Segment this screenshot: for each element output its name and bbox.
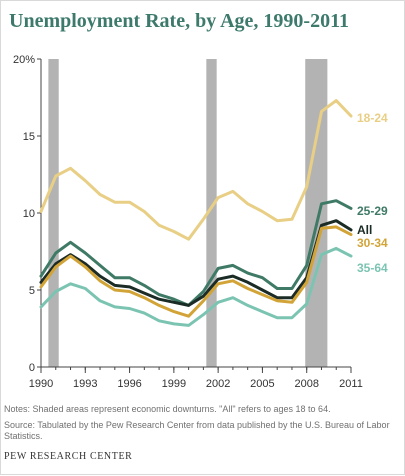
x-tick-label: 1993 — [73, 378, 97, 390]
y-tick-label: 10 — [23, 208, 35, 220]
series-line-25-29 — [39, 199, 353, 307]
chart-notes: Notes: Shaded areas represent economic d… — [4, 404, 402, 442]
note-source: Source: Tabulated by the Pew Research Ce… — [4, 420, 390, 441]
x-tick-label: 1990 — [29, 378, 53, 390]
recession-shade-3 — [305, 59, 328, 367]
series-label-25-29: 25-29 — [357, 204, 388, 218]
series-label-18-24: 18-24 — [357, 111, 388, 125]
series-label-30-34: 30-34 — [357, 236, 388, 250]
x-tick-label: 1999 — [162, 378, 186, 390]
chart-title: Unemployment Rate, by Age, 1990-2011 — [9, 10, 349, 32]
series-line-35-64 — [39, 246, 353, 327]
y-tick-label: 5 — [29, 285, 35, 297]
note-shading: Notes: Shaded areas represent economic d… — [4, 404, 331, 414]
source-credit: PEW RESEARCH CENTER — [4, 451, 133, 462]
y-tick-label: 0 — [29, 362, 35, 374]
y-tick-label: 15 — [23, 131, 35, 143]
x-tick-label: 2008 — [294, 378, 318, 390]
series-label-35-64: 35-64 — [357, 261, 388, 275]
series-line-30-34 — [39, 225, 353, 318]
x-tick-label: 2011 — [339, 378, 363, 390]
x-tick-label: 2005 — [250, 378, 274, 390]
series-line-18-24 — [39, 99, 353, 241]
x-tick-label: 2002 — [206, 378, 230, 390]
recession-shade-2 — [206, 59, 217, 367]
recession-shade-1 — [48, 59, 59, 367]
x-tick-label: 1996 — [117, 378, 141, 390]
series-line-All — [39, 219, 353, 307]
y-tick-label: 20% — [13, 54, 35, 66]
series-label-All: All — [357, 223, 372, 237]
